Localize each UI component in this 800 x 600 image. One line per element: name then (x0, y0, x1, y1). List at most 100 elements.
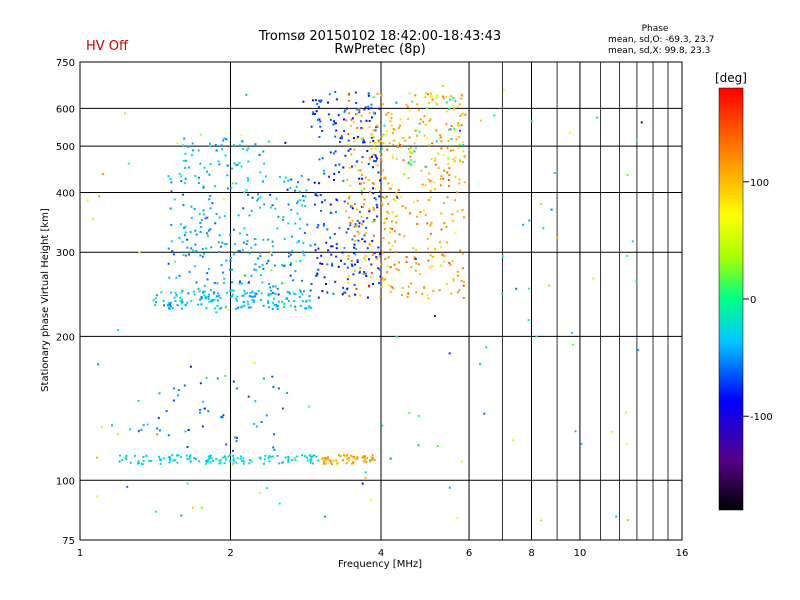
data-point (429, 118, 432, 120)
plot-frame (79, 61, 683, 541)
data-point (269, 206, 272, 209)
data-point (442, 255, 445, 258)
data-point (263, 162, 266, 165)
data-point (223, 462, 226, 465)
data-point (354, 269, 357, 272)
data-point (640, 121, 643, 124)
data-point (451, 213, 454, 216)
data-point (356, 457, 359, 460)
data-point (298, 190, 301, 193)
data-point (272, 285, 275, 288)
data-point (219, 297, 222, 299)
data-point (379, 179, 382, 182)
data-point (217, 292, 219, 295)
data-point (271, 245, 274, 248)
data-point (361, 482, 364, 485)
data-point (376, 206, 379, 209)
chart-title: Tromsø 20150102 18:42:00-18:43:43 (258, 29, 501, 44)
data-point (288, 300, 290, 302)
data-point (310, 458, 313, 461)
data-point (378, 255, 381, 258)
data-point (233, 253, 236, 256)
data-point (276, 287, 279, 290)
data-point (167, 434, 170, 437)
data-point (502, 88, 505, 91)
data-point (359, 294, 362, 297)
data-point (371, 155, 374, 158)
data-point (430, 157, 433, 160)
data-point (154, 304, 157, 307)
data-point (377, 246, 380, 249)
data-point (422, 209, 425, 212)
data-point (440, 212, 443, 215)
data-point (362, 141, 364, 144)
data-point (243, 290, 246, 292)
data-point (341, 293, 344, 296)
data-point (146, 423, 149, 426)
data-point (345, 454, 348, 457)
data-point (433, 315, 436, 318)
data-point (301, 454, 304, 457)
data-point (396, 196, 399, 199)
data-point (414, 257, 417, 260)
data-point (350, 259, 353, 262)
data-point (319, 120, 322, 123)
data-point (393, 263, 396, 266)
data-point (267, 140, 270, 143)
data-point (611, 430, 614, 433)
data-point (501, 292, 504, 295)
data-point (177, 394, 179, 397)
data-point (447, 157, 450, 160)
data-point (281, 282, 284, 285)
data-point (310, 282, 313, 285)
data-point (320, 457, 323, 460)
data-point (187, 292, 190, 295)
data-point (335, 198, 338, 201)
data-point (267, 293, 270, 296)
data-point (350, 153, 353, 156)
data-point (338, 163, 341, 166)
data-point (337, 265, 340, 268)
data-point (261, 264, 264, 266)
data-point (346, 266, 349, 269)
data-point (353, 148, 356, 151)
data-point (378, 195, 381, 198)
data-point (275, 304, 278, 306)
data-point (424, 123, 427, 126)
data-point (387, 283, 390, 286)
data-point (169, 302, 172, 305)
data-point (137, 460, 140, 463)
data-point (379, 275, 382, 278)
data-point (409, 159, 412, 161)
data-point (188, 456, 191, 458)
data-point (381, 424, 384, 427)
data-point (408, 136, 411, 139)
data-point (453, 128, 456, 131)
data-point (186, 482, 189, 485)
data-point (248, 459, 251, 461)
data-point (408, 109, 411, 112)
data-point (290, 235, 293, 238)
data-point (364, 258, 367, 261)
x-tick-label: 4 (378, 548, 384, 559)
data-point (347, 282, 349, 284)
y-tick-label: 200 (56, 332, 75, 343)
data-point (349, 184, 352, 187)
data-point (381, 147, 384, 150)
data-point (369, 459, 372, 462)
data-point (373, 218, 376, 221)
data-point (317, 268, 320, 271)
data-point (214, 144, 217, 147)
data-point (86, 199, 89, 202)
data-point (418, 130, 421, 133)
data-point (450, 124, 453, 127)
data-point (308, 299, 311, 302)
x-axis-ticks: 1 2 4 6 8 10 16 (77, 548, 689, 559)
data-point (299, 199, 302, 202)
data-point (426, 137, 429, 140)
data-point (392, 288, 395, 290)
data-point (424, 96, 427, 98)
data-point (220, 245, 223, 248)
data-point (320, 209, 322, 212)
data-point (369, 158, 371, 161)
